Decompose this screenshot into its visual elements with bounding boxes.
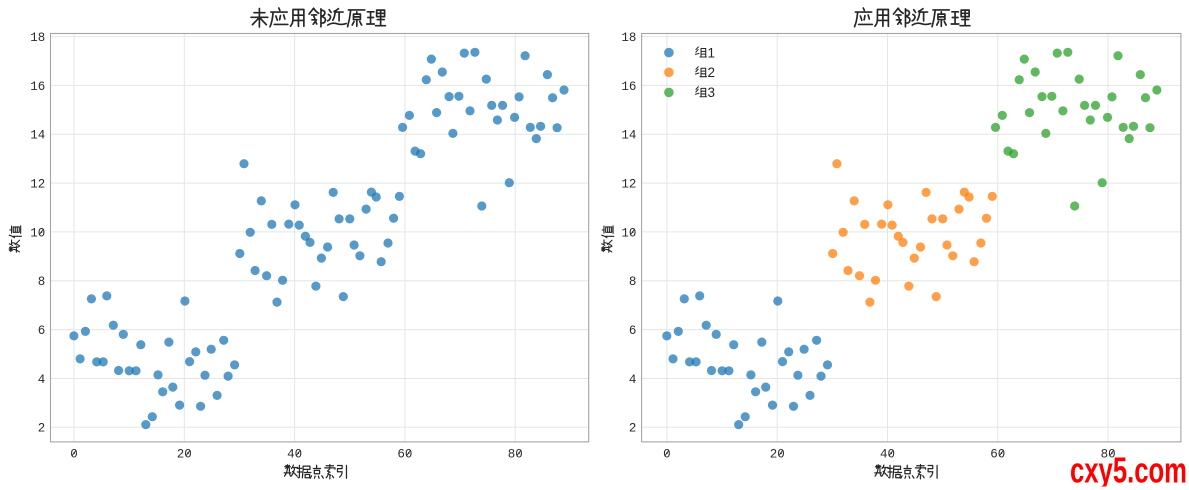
- svg-text:8: 8: [38, 275, 46, 289]
- svg-text:cxy5.com: cxy5.com: [1070, 449, 1187, 490]
- svg-text:18: 18: [30, 31, 45, 45]
- svg-text:2: 2: [629, 422, 637, 436]
- svg-text:10: 10: [30, 226, 45, 240]
- svg-text:14: 14: [621, 129, 636, 143]
- svg-text:12: 12: [621, 178, 636, 192]
- svg-text:4: 4: [38, 373, 46, 387]
- svg-text:0: 0: [663, 448, 671, 462]
- svg-text:14: 14: [30, 129, 45, 143]
- svg-text:2: 2: [708, 65, 716, 80]
- svg-text:60: 60: [990, 448, 1005, 462]
- svg-text:6: 6: [629, 324, 637, 338]
- svg-text:20: 20: [770, 448, 785, 462]
- svg-text:18: 18: [621, 31, 636, 45]
- svg-text:80: 80: [1101, 448, 1116, 462]
- svg-text:3: 3: [708, 85, 716, 100]
- svg-text:12: 12: [30, 178, 45, 192]
- svg-text:8: 8: [629, 275, 637, 289]
- svg-text:2: 2: [38, 422, 46, 436]
- svg-text:4: 4: [629, 373, 637, 387]
- svg-text:16: 16: [621, 80, 636, 94]
- svg-text:16: 16: [30, 80, 45, 94]
- svg-text:0: 0: [70, 448, 78, 462]
- svg-text:20: 20: [177, 448, 192, 462]
- svg-text:80: 80: [508, 448, 523, 462]
- svg-text:1: 1: [708, 45, 716, 60]
- svg-text:10: 10: [621, 226, 636, 240]
- svg-text:40: 40: [287, 448, 302, 462]
- svg-text:60: 60: [397, 448, 412, 462]
- svg-text:6: 6: [38, 324, 46, 338]
- svg-text:40: 40: [880, 448, 895, 462]
